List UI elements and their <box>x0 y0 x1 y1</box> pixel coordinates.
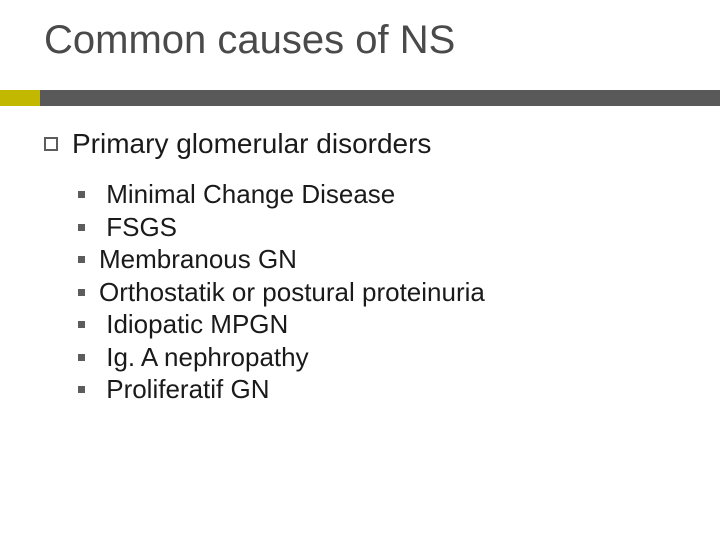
slide-content: Primary glomerular disorders Minimal Cha… <box>44 128 690 406</box>
slide-title: Common causes of NS <box>0 0 720 63</box>
list-item-text: Idiopatic MPGN <box>99 308 288 341</box>
list-item: Minimal Change Disease <box>78 178 690 211</box>
list-item: Idiopatic MPGN <box>78 308 690 341</box>
list-item-text: Proliferatif GN <box>99 373 270 406</box>
list-item: Ig. A nephropathy <box>78 341 690 374</box>
list-item-text: Minimal Change Disease <box>99 178 395 211</box>
square-small-bullet-icon <box>78 289 85 296</box>
list-item: Orthostatik or postural proteinuria <box>78 276 690 309</box>
bullet-level1: Primary glomerular disorders <box>44 128 690 160</box>
list-item-text: Ig. A nephropathy <box>99 341 309 374</box>
bullet-level2-list: Minimal Change Disease FSGS Membranous G… <box>78 178 690 406</box>
list-item-text: Membranous GN <box>99 243 297 276</box>
bullet-level1-text: Primary glomerular disorders <box>72 128 431 160</box>
list-item-text: Orthostatik or postural proteinuria <box>99 276 485 309</box>
square-small-bullet-icon <box>78 191 85 198</box>
square-small-bullet-icon <box>78 386 85 393</box>
list-item: Membranous GN <box>78 243 690 276</box>
square-small-bullet-icon <box>78 256 85 263</box>
title-underline-accent <box>0 90 40 106</box>
title-underline-bar <box>0 90 720 106</box>
square-small-bullet-icon <box>78 354 85 361</box>
list-item: FSGS <box>78 211 690 244</box>
list-item: Proliferatif GN <box>78 373 690 406</box>
square-bullet-icon <box>44 137 58 151</box>
square-small-bullet-icon <box>78 224 85 231</box>
square-small-bullet-icon <box>78 321 85 328</box>
list-item-text: FSGS <box>99 211 177 244</box>
